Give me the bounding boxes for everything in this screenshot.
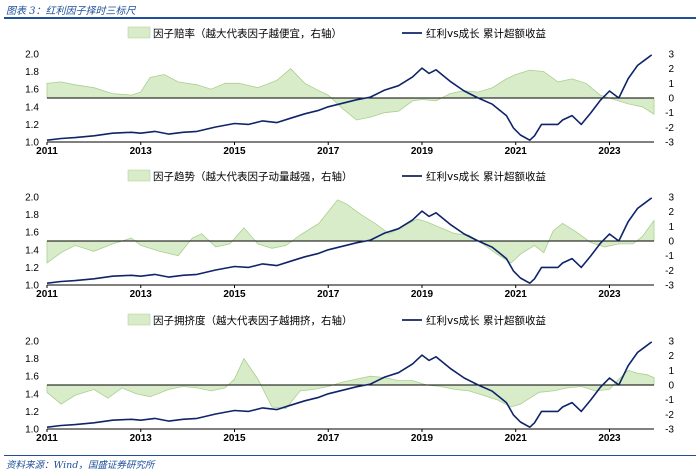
series-area-factor bbox=[46, 199, 655, 264]
left-axis-tick: 1.2 bbox=[25, 407, 39, 418]
right-axis-tick: -3 bbox=[665, 425, 674, 436]
right-axis-tick: -1 bbox=[665, 251, 674, 262]
left-axis-tick: 1.4 bbox=[25, 245, 39, 256]
legend: 因子拥挤度（越大代表因子越拥挤，右轴） 红利vs成长 累计超额收益 bbox=[127, 313, 547, 327]
legend-swatch-area bbox=[127, 313, 151, 326]
source-note: 资料来源：Wind，国盛证券研究所 bbox=[6, 460, 155, 471]
title-rule bbox=[4, 17, 696, 19]
left-axis-tick: 1.0 bbox=[25, 425, 39, 436]
series-line-excess-return bbox=[46, 197, 653, 284]
legend-label-area: 因子趋势（越大代表因子动量越强，右轴） bbox=[153, 170, 353, 183]
x-axis-tick-label: 2015 bbox=[223, 433, 246, 444]
right-axis-tick: -2 bbox=[665, 123, 674, 134]
right-axis-tick: 2 bbox=[668, 64, 674, 75]
left-axis-tick: 1.2 bbox=[25, 120, 39, 131]
x-axis-tick-label: 2011 bbox=[36, 289, 58, 300]
x-axis-tick-label: 2023 bbox=[598, 146, 621, 157]
right-axis-tick: 3 bbox=[668, 50, 674, 61]
left-axis-tick: 1.8 bbox=[25, 354, 39, 365]
x-axis-tick-label: 2017 bbox=[317, 433, 340, 444]
x-axis-tick-label: 2013 bbox=[130, 289, 153, 300]
legend-swatch-area bbox=[127, 169, 151, 182]
left-axis-tick: 1.4 bbox=[25, 389, 39, 400]
right-axis-tick: 0 bbox=[668, 237, 674, 248]
right-axis-tick: 1 bbox=[668, 222, 674, 233]
right-axis-tick: -1 bbox=[665, 108, 674, 119]
legend: 因子赔率（越大代表因子越便宜，右轴） 红利vs成长 累计超额收益 bbox=[127, 26, 547, 40]
right-axis-tick: 3 bbox=[668, 337, 674, 348]
chart-panel-valuation: 因子赔率（越大代表因子越便宜，右轴） 红利vs成长 累计超额收益 1.0 1.2 1.4… bbox=[25, 26, 674, 157]
legend-label-line: 红利vs成长 累计超额收益 bbox=[426, 314, 547, 327]
chart-panel-crowding: 因子拥挤度（越大代表因子越拥挤，右轴） 红利vs成长 累计超额收益 1.0 1.2 1.… bbox=[25, 313, 674, 444]
x-axis-tick-label: 2017 bbox=[317, 289, 340, 300]
legend-label-area: 因子拥挤度（越大代表因子越拥挤，右轴） bbox=[153, 314, 353, 327]
left-axis-tick: 1.0 bbox=[25, 138, 39, 149]
legend-label-area: 因子赔率（越大代表因子越便宜，右轴） bbox=[153, 27, 342, 40]
right-axis-tick: 2 bbox=[668, 207, 674, 218]
x-axis-tick-label: 2021 bbox=[505, 433, 528, 444]
x-axis-tick-label: 2011 bbox=[36, 433, 58, 444]
left-axis-tick: 1.6 bbox=[25, 85, 39, 96]
x-axis-tick-label: 2017 bbox=[317, 146, 340, 157]
right-axis-tick: -1 bbox=[665, 395, 674, 406]
figure-title: 图表 3：红利因子择时三标尺 bbox=[6, 6, 136, 17]
left-axis-tick: 2.0 bbox=[25, 337, 39, 348]
x-axis-tick-label: 2013 bbox=[130, 433, 153, 444]
x-axis-tick-label: 2013 bbox=[130, 146, 153, 157]
series-line-excess-return bbox=[46, 341, 653, 428]
x-axis-tick-label: 2021 bbox=[505, 289, 528, 300]
x-axis-tick-label: 2015 bbox=[223, 289, 246, 300]
x-axis-tick-label: 2011 bbox=[36, 146, 58, 157]
left-axis-tick: 1.8 bbox=[25, 210, 39, 221]
series-line-excess-return bbox=[46, 54, 653, 141]
right-axis-tick: 1 bbox=[668, 366, 674, 377]
chart-panel-trend: 因子趋势（越大代表因子动量越强，右轴） 红利vs成长 累计超额收益 1.0 1.2 1.… bbox=[25, 169, 674, 300]
legend-swatch-area bbox=[127, 26, 151, 39]
right-axis-tick: -3 bbox=[665, 138, 674, 149]
x-axis-tick-label: 2023 bbox=[598, 433, 621, 444]
left-axis-tick: 2.0 bbox=[25, 50, 39, 61]
left-axis-tick: 1.2 bbox=[25, 263, 39, 274]
left-axis-tick: 1.8 bbox=[25, 67, 39, 78]
series-area-factor bbox=[46, 357, 655, 409]
legend: 因子趋势（越大代表因子动量越强，右轴） 红利vs成长 累计超额收益 bbox=[127, 169, 547, 183]
left-axis-tick: 1.4 bbox=[25, 102, 39, 113]
source-rule bbox=[4, 455, 696, 456]
x-axis-tick-label: 2023 bbox=[598, 289, 621, 300]
right-axis-tick: -2 bbox=[665, 410, 674, 421]
legend-label-line: 红利vs成长 累计超额收益 bbox=[426, 27, 547, 40]
x-axis-tick-label: 2015 bbox=[223, 146, 246, 157]
right-axis-tick: 1 bbox=[668, 79, 674, 90]
right-axis-tick: -3 bbox=[665, 281, 674, 292]
legend-label-line: 红利vs成长 累计超额收益 bbox=[426, 170, 547, 183]
x-axis-tick-label: 2019 bbox=[411, 433, 434, 444]
right-axis-tick: 3 bbox=[668, 193, 674, 204]
right-axis-tick: 0 bbox=[668, 381, 674, 392]
left-axis-tick: 1.0 bbox=[25, 281, 39, 292]
series-area-factor bbox=[46, 68, 655, 121]
x-axis-tick-label: 2019 bbox=[411, 289, 434, 300]
right-axis-tick: -2 bbox=[665, 266, 674, 277]
left-axis-tick: 2.0 bbox=[25, 193, 39, 204]
x-axis-tick-label: 2019 bbox=[411, 146, 434, 157]
right-axis-tick: 0 bbox=[668, 94, 674, 105]
left-axis-tick: 1.6 bbox=[25, 228, 39, 239]
left-axis-tick: 1.6 bbox=[25, 372, 39, 383]
right-axis-tick: 2 bbox=[668, 351, 674, 362]
x-axis-tick-label: 2021 bbox=[505, 146, 528, 157]
